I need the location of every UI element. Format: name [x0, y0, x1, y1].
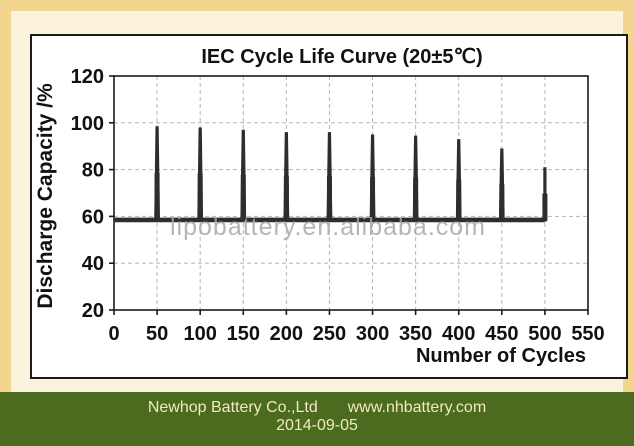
x-axis-title: Number of Cycles	[415, 345, 586, 367]
chart-title: IEC Cycle Life Curve (20±5℃)	[201, 46, 483, 68]
x-tick-label: 550	[571, 323, 604, 345]
x-tick-label: 400	[442, 323, 475, 345]
x-tick-label: 200	[270, 323, 303, 345]
y-tick-label: 20	[82, 300, 104, 322]
x-tick-label: 500	[528, 323, 561, 345]
footer-company-line: Newhop Battery Co.,Ltd www.nhbattery.com	[0, 399, 634, 417]
x-tick-label: 300	[356, 323, 389, 345]
x-tick-label: 50	[146, 323, 168, 345]
watermark-text: lipobattery.en.alibaba.com	[170, 213, 486, 241]
y-tick-label: 60	[82, 206, 104, 228]
y-tick-label: 120	[71, 66, 104, 88]
x-tick-label: 0	[108, 323, 119, 345]
y-tick-label: 100	[71, 113, 104, 135]
x-tick-label: 450	[485, 323, 518, 345]
y-tick-label: 80	[82, 160, 104, 182]
y-tick-label: 40	[82, 253, 104, 275]
x-tick-label: 350	[399, 323, 432, 345]
company-name: Newhop Battery Co.,Ltd	[147, 399, 318, 416]
series-line	[114, 126, 547, 222]
plot-area: 20 40 60 80 100 120 0 50 100 150 200 250 300 350 400 45…	[71, 66, 605, 345]
website-url: www.nhbattery.com	[347, 399, 487, 416]
page-background: 20 40 60 80 100 120 0 50 100 150 200 250 300 350 400 45…	[11, 11, 628, 392]
x-tick-label: 250	[313, 323, 346, 345]
cycle-life-chart: 20 40 60 80 100 120 0 50 100 150 200 250 300 350 400 45…	[30, 34, 628, 379]
footer-band: Newhop Battery Co.,Ltd www.nhbattery.com …	[0, 392, 634, 446]
plot-border	[113, 75, 589, 311]
x-tick-label: 100	[183, 323, 216, 345]
x-tick-label: 150	[227, 323, 260, 345]
footer-date: 2014-09-05	[276, 417, 358, 434]
y-axis-title: Discharge Capacity /%	[34, 83, 57, 309]
